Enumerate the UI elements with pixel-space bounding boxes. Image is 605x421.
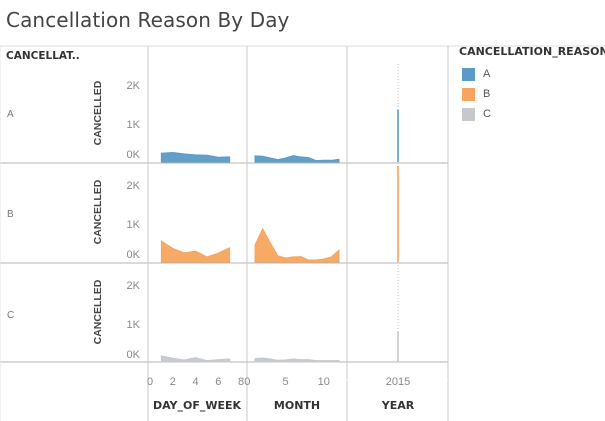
y-tick-label: 2K xyxy=(127,280,141,292)
legend-item-c[interactable]: C xyxy=(459,104,605,124)
y-tick-label: 0K xyxy=(127,149,141,161)
row-header: CANCELLAT.. xyxy=(6,50,80,62)
x-tick-label: 2 xyxy=(170,376,176,388)
area-day-of-week-b xyxy=(160,240,231,263)
x-tick-label: 2015 xyxy=(386,376,410,388)
area-day-of-week-c xyxy=(160,355,231,363)
x-tick-label: 5 xyxy=(282,376,288,388)
year-bar-c xyxy=(397,331,399,362)
x-tick-label: 6 xyxy=(215,376,221,388)
y-tick-label: 1K xyxy=(127,319,141,331)
legend[interactable]: CANCELLATION_REASON A B C xyxy=(459,45,605,124)
legend-title: CANCELLATION_REASON xyxy=(459,45,605,58)
x-tick-label: 4 xyxy=(192,376,198,388)
legend-swatch-c xyxy=(462,107,475,121)
x-axis-label: YEAR xyxy=(381,399,415,412)
y-tick-label: 1K xyxy=(127,219,141,231)
y-tick-label: 2K xyxy=(127,180,141,192)
row-label-c: C xyxy=(7,310,14,321)
x-tick-label: 8 xyxy=(238,376,244,388)
legend-swatch-b xyxy=(462,87,475,101)
year-bar-a xyxy=(397,109,399,162)
legend-swatch-a xyxy=(462,67,475,81)
y-axis-label: CANCELLED xyxy=(92,179,104,244)
y-axis-label: CANCELLED xyxy=(92,279,104,344)
x-tick-label: 0 xyxy=(244,376,250,388)
area-month-b xyxy=(254,227,340,263)
y-axis-label: CANCELLED xyxy=(92,80,104,145)
legend-label-b: B xyxy=(483,88,491,100)
area-month-a xyxy=(254,155,340,163)
y-tick-label: 0K xyxy=(127,349,141,361)
x-axis-label: MONTH xyxy=(274,399,320,412)
y-tick-label: 2K xyxy=(127,80,141,92)
legend-label-c: C xyxy=(483,108,491,120)
y-tick-label: 0K xyxy=(127,249,141,261)
x-axis-label: DAY_OF_WEEK xyxy=(153,399,242,412)
row-label-b: B xyxy=(7,209,14,220)
row-label-a: A xyxy=(7,109,14,120)
x-tick-label: 0 xyxy=(147,376,153,388)
area-month-c xyxy=(254,357,340,363)
legend-item-b[interactable]: B xyxy=(459,84,605,104)
legend-label-a: A xyxy=(483,68,491,80)
y-tick-label: 1K xyxy=(127,119,141,131)
legend-item-a[interactable]: A xyxy=(459,64,605,84)
x-tick-label: 10 xyxy=(318,376,330,388)
chart-title: Cancellation Reason By Day xyxy=(6,8,290,32)
area-day-of-week-a xyxy=(160,152,231,163)
year-bar-b xyxy=(397,166,399,262)
